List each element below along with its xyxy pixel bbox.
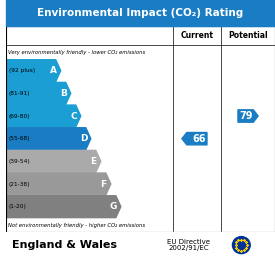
Polygon shape [6, 128, 91, 150]
Text: 66: 66 [192, 134, 206, 144]
Text: 2002/91/EC: 2002/91/EC [169, 245, 209, 252]
Text: A: A [50, 66, 57, 75]
Polygon shape [6, 82, 71, 104]
Polygon shape [6, 196, 121, 218]
Text: C: C [70, 111, 77, 120]
Text: (1-20): (1-20) [9, 204, 27, 209]
Text: Environmental Impact (CO₂) Rating: Environmental Impact (CO₂) Rating [37, 8, 243, 18]
Text: 79: 79 [239, 111, 252, 121]
Polygon shape [182, 133, 207, 145]
Bar [6, 232, 275, 258]
Text: D: D [80, 134, 87, 143]
Text: (81-91): (81-91) [9, 91, 30, 96]
Text: (21-38): (21-38) [9, 182, 31, 187]
Polygon shape [238, 110, 258, 122]
Polygon shape [6, 173, 111, 195]
Text: (39-54): (39-54) [9, 159, 31, 164]
Circle shape [232, 237, 250, 254]
Text: Potential: Potential [228, 31, 268, 40]
Bar [6, 0, 275, 26]
Text: B: B [60, 89, 67, 98]
Text: (69-80): (69-80) [9, 114, 31, 118]
Text: (55-68): (55-68) [9, 136, 31, 141]
Polygon shape [6, 60, 61, 82]
Polygon shape [6, 105, 81, 127]
Text: EU Directive: EU Directive [167, 239, 210, 245]
Text: (92 plus): (92 plus) [9, 68, 35, 73]
Text: E: E [90, 157, 97, 166]
Text: G: G [110, 202, 117, 211]
Text: Very environmentally friendly - lower CO₂ emissions: Very environmentally friendly - lower CO… [8, 50, 145, 55]
Text: Not environmentally friendly - higher CO₂ emissions: Not environmentally friendly - higher CO… [8, 223, 145, 228]
Text: Current: Current [180, 31, 213, 40]
Text: F: F [100, 180, 107, 189]
Polygon shape [6, 150, 101, 172]
Text: England & Wales: England & Wales [12, 240, 117, 250]
